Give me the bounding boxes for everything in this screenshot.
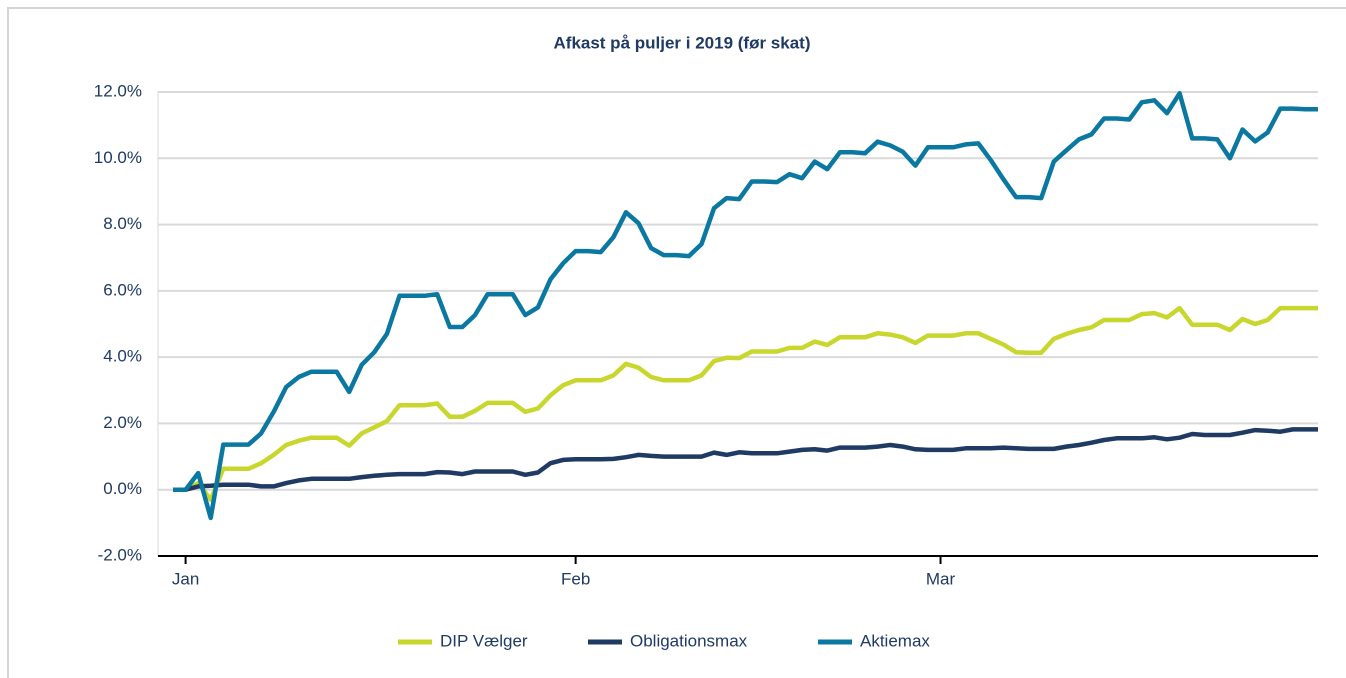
legend-label: DIP Vælger — [440, 631, 528, 650]
y-tick-label: -2.0% — [98, 545, 142, 564]
series-line — [173, 91, 1318, 521]
y-tick-label: 2.0% — [103, 413, 142, 432]
y-tick-label: 0.0% — [103, 479, 142, 498]
series-line — [173, 427, 1318, 492]
y-tick-label: 4.0% — [103, 347, 142, 366]
x-tick-label: Jan — [172, 569, 199, 588]
legend-label: Aktiemax — [860, 631, 930, 650]
y-tick-label: 10.0% — [94, 148, 142, 167]
series-line — [173, 305, 1318, 502]
legend-label: Obligationsmax — [630, 631, 748, 650]
x-tick-label: Feb — [561, 569, 590, 588]
frame — [7, 7, 1346, 678]
y-tick-label: 6.0% — [103, 280, 142, 299]
x-tick-label: Mar — [926, 569, 956, 588]
y-tick-label: 8.0% — [103, 214, 142, 233]
y-tick-label: 12.0% — [94, 81, 142, 100]
chart-title: Afkast på puljer i 2019 (før skat) — [554, 33, 811, 52]
